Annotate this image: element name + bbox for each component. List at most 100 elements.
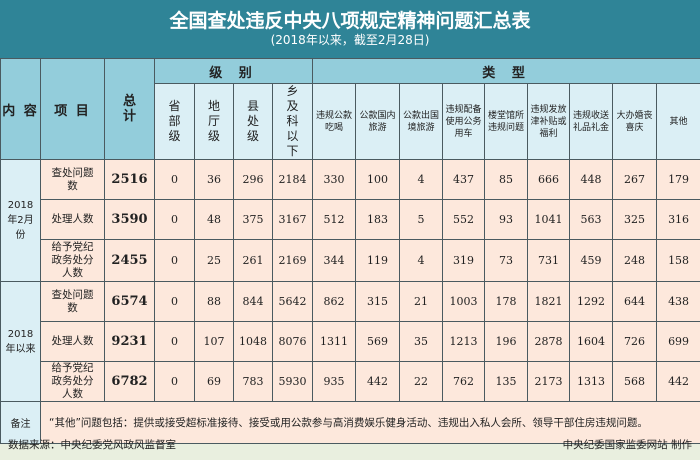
value-cell: 552 [442,199,486,240]
value-cell: 862 [312,281,357,322]
producer-credit: 中央纪委国家监委网站 制作 [562,439,692,451]
value-cell: 459 [569,239,614,282]
value-cell: 1313 [569,361,614,402]
row-item: 给予党纪政务处分人数 [40,361,105,402]
value-cell: 438 [656,281,700,322]
header-type-0: 违规公款吃喝 [312,83,357,160]
value-cell: 119 [355,239,401,282]
value-cell: 135 [484,361,529,402]
value-cell: 36 [194,159,234,200]
value-cell: 316 [656,199,700,240]
value-cell: 2169 [271,239,314,282]
header-type: 类 型 [312,58,700,84]
value-cell: 100 [355,159,401,200]
total-cell: 9231 [104,321,155,362]
total-cell: 6574 [104,281,155,322]
value-cell: 88 [194,281,234,322]
value-cell: 1604 [569,321,614,362]
value-cell: 21 [399,281,444,322]
value-cell: 107 [194,321,234,362]
header-type-7: 大办婚丧喜庆 [612,83,658,160]
value-cell: 2184 [271,159,314,200]
value-cell: 0 [154,361,195,402]
total-cell: 2455 [104,239,155,282]
value-cell: 296 [233,159,273,200]
table-row: 给予党纪政务处分人数 6782 0 69 783 5930 935 442 22 762 135 21… [1,361,700,402]
value-cell: 261 [233,239,273,282]
header-type-2: 公款出国境旅游 [399,83,444,160]
header-content: 内 容 [0,58,41,160]
data-source: 数据来源：中央纪委党风政风监督室 [8,439,176,451]
value-cell: 762 [442,361,486,402]
header-type-4: 楼堂馆所违规问题 [484,83,529,160]
value-cell: 1821 [527,281,571,322]
header-level-2: 县处级 [233,83,273,160]
header-total: 总计 [104,58,155,160]
value-cell: 3167 [271,199,314,240]
header-level: 级 别 [153,58,314,84]
value-cell: 726 [612,321,658,362]
header-level-1: 地厅级 [194,83,234,160]
value-cell: 325 [612,199,658,240]
value-cell: 319 [442,239,486,282]
value-cell: 1003 [442,281,486,322]
note-label: 备注 [0,401,41,444]
value-cell: 315 [355,281,401,322]
value-cell: 69 [194,361,234,402]
value-cell: 22 [399,361,444,402]
value-cell: 5642 [271,281,314,322]
header-level-0: 省部级 [154,83,195,160]
value-cell: 442 [656,361,700,402]
value-cell: 196 [484,321,529,362]
value-cell: 512 [312,199,357,240]
value-cell: 5 [399,199,444,240]
value-cell: 48 [194,199,234,240]
value-cell: 4 [399,239,444,282]
title-bar: 全国查处违反中央八项规定精神问题汇总表 (2018年以来，截至2月28日) [0,0,700,58]
table-row: 处理人数 3590 0 48 375 3167 512 183 5 552 93 1041 563 325… [1,199,700,240]
value-cell: 0 [154,281,195,322]
value-cell: 1213 [442,321,486,362]
row-item: 查处问题数 [40,281,105,322]
table-row: 2018年以来 查处问题数 6574 0 88 844 5642 862 315 21 1003 17… [0,281,700,402]
value-cell: 375 [233,199,273,240]
value-cell: 344 [312,239,357,282]
value-cell: 1311 [312,321,357,362]
value-cell: 437 [442,159,486,200]
page-subtitle: (2018年以来，截至2月28日) [270,33,430,47]
value-cell: 183 [355,199,401,240]
value-cell: 0 [154,321,195,362]
header-type-3: 违规配备使用公务用车 [442,83,486,160]
header-type-1: 公款国内旅游 [355,83,401,160]
value-cell: 73 [484,239,529,282]
value-cell: 0 [154,239,195,282]
value-cell: 1041 [527,199,571,240]
page-title: 全国查处违反中央八项规定精神问题汇总表 [169,10,531,32]
value-cell: 2173 [527,361,571,402]
group-label: 2018年以来 [0,281,41,402]
table-row: 2018年2月份 查处问题数 2516 0 36 296 2184 330 100 4 437 85 6… [0,159,700,282]
row-item: 给予党纪政务处分人数 [40,239,105,282]
value-cell: 179 [656,159,700,200]
row-item: 处理人数 [40,321,105,362]
value-cell: 158 [656,239,700,282]
header-level-3: 乡及科以下 [271,83,314,160]
total-cell: 3590 [104,199,155,240]
header-item: 项 目 [40,58,105,160]
value-cell: 844 [233,281,273,322]
value-cell: 8076 [271,321,314,362]
value-cell: 666 [527,159,571,200]
table-row: 处理人数 9231 0 107 1048 8076 1311 569 35 1213 196 2878… [1,321,700,362]
summary-table: 内 容 项 目 总计 级 别 类 型 省部级 地厅级 县处级 乡及科以下 违规公款吃喝公… [0,58,700,444]
value-cell: 25 [194,239,234,282]
value-cell: 267 [612,159,658,200]
value-cell: 93 [484,199,529,240]
value-cell: 85 [484,159,529,200]
value-cell: 330 [312,159,357,200]
value-cell: 0 [154,159,195,200]
value-cell: 2878 [527,321,571,362]
row-item: 查处问题数 [40,159,105,200]
value-cell: 248 [612,239,658,282]
value-cell: 442 [355,361,401,402]
value-cell: 568 [612,361,658,402]
